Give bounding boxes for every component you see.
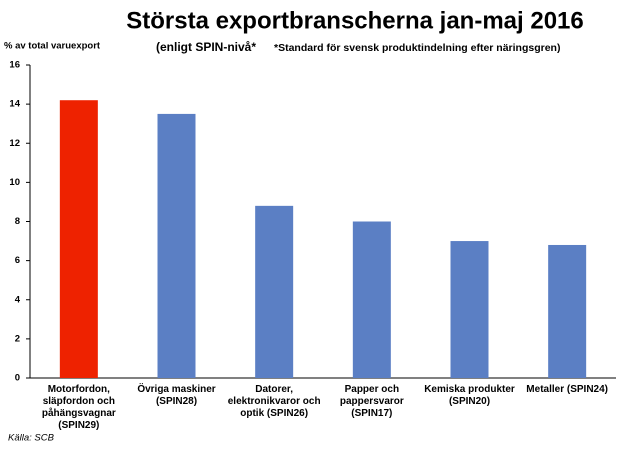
subtitle: (enligt SPIN-nivå* (156, 40, 256, 54)
bar (59, 100, 98, 379)
y-tick-label: 14 (9, 99, 20, 110)
y-axis-label: % av total varuexport (4, 41, 101, 52)
y-tick-label: 6 (15, 255, 20, 266)
y-tick-label: 8 (15, 216, 20, 227)
y-tick-label: 0 (15, 373, 20, 384)
x-tick-label: Motorfordon, släpfordon och påhängsvagna… (41, 384, 116, 431)
x-tick-label: Övriga maskiner (SPIN28) (137, 384, 216, 407)
bar (450, 241, 489, 378)
x-tick-label: Kemiska produkter (SPIN20) (424, 384, 515, 407)
bar (548, 244, 587, 378)
x-tick-label: Datorer, elektronikvaror och optik (SPIN… (227, 384, 321, 419)
y-tick-label: 16 (9, 60, 20, 71)
bar (352, 221, 391, 378)
source: Källa: SCB (8, 433, 55, 444)
x-tick-label: Papper och pappersvaror (SPIN17) (339, 384, 404, 419)
y-tick-label: 10 (9, 177, 20, 188)
bar (157, 113, 196, 378)
y-tick-label: 4 (15, 294, 21, 305)
y-tick-label: 12 (9, 138, 20, 149)
y-tick-label: 2 (15, 333, 20, 344)
bar (255, 205, 294, 378)
x-tick-label: Metaller (SPIN24) (526, 384, 608, 395)
chart-title: Största exportbranscherna jan-maj 2016 (126, 7, 584, 34)
note: *Standard för svensk produktindelning ef… (274, 42, 560, 54)
